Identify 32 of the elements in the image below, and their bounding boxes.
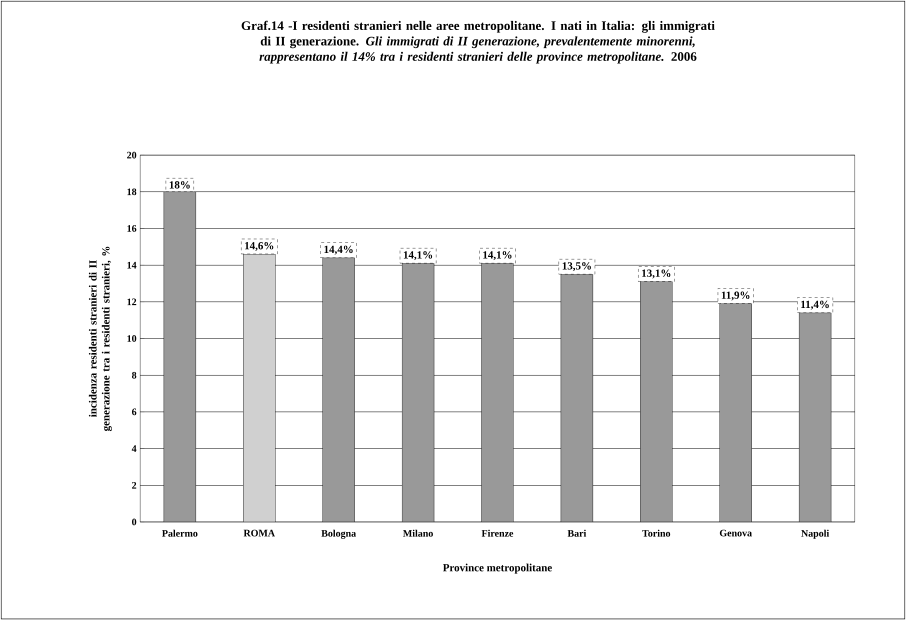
x-axis-title: Province metropolitane: [442, 564, 552, 574]
y-tick-label: 18: [127, 188, 136, 196]
y-tick-label: 0: [132, 518, 136, 526]
y-tick-label: 6: [132, 408, 136, 416]
x-tick-label: Palermo: [162, 530, 198, 537]
data-label: 13,5%: [562, 262, 591, 272]
x-tick-label: Genova: [720, 530, 752, 536]
y-tick-label: 2: [132, 482, 136, 489]
y-tick-label: 14: [127, 262, 136, 268]
x-tick-label: Milano: [403, 530, 433, 537]
data-label: 13,1%: [642, 269, 670, 278]
y-axis-title: incidenza residenti stranieri di II generazione tra i residenti stranieri, %: [88, 246, 112, 432]
data-label: 11,9%: [722, 291, 750, 300]
data-label: 18%: [170, 181, 190, 189]
data-label: 11,4%: [801, 300, 829, 310]
y-tick-label: 20: [127, 152, 136, 158]
x-tick-label: ROMA: [244, 530, 275, 536]
y-tick-label: 16: [127, 225, 136, 232]
data-label: 14,6%: [245, 242, 274, 251]
y-tick-label: 4: [132, 445, 136, 452]
x-tick-label: Bologna: [321, 530, 356, 539]
x-tick-label: Firenze: [482, 530, 514, 537]
data-label: 14,1%: [404, 251, 432, 260]
x-tick-label: Napoli: [801, 530, 830, 539]
data-label: 14,4%: [324, 246, 353, 255]
chart-title: Graf.14 -I residenti stranieri nelle aree metropolitane. I nati in Italia: gli immigrati di II generazione. Gli immigrati di II generazione, prevalentemente minorenni, rappresentano il 14% tra i residenti stranieri delle province metropolitane. 2006: [242, 20, 715, 64]
x-tick-label: Bari: [568, 530, 586, 537]
y-tick-label: 8: [132, 372, 136, 379]
data-label: 14,1%: [483, 251, 512, 260]
y-tick-label: 12: [127, 298, 136, 306]
x-tick-label: Torino: [642, 530, 670, 537]
y-tick-label: 10: [127, 335, 136, 342]
